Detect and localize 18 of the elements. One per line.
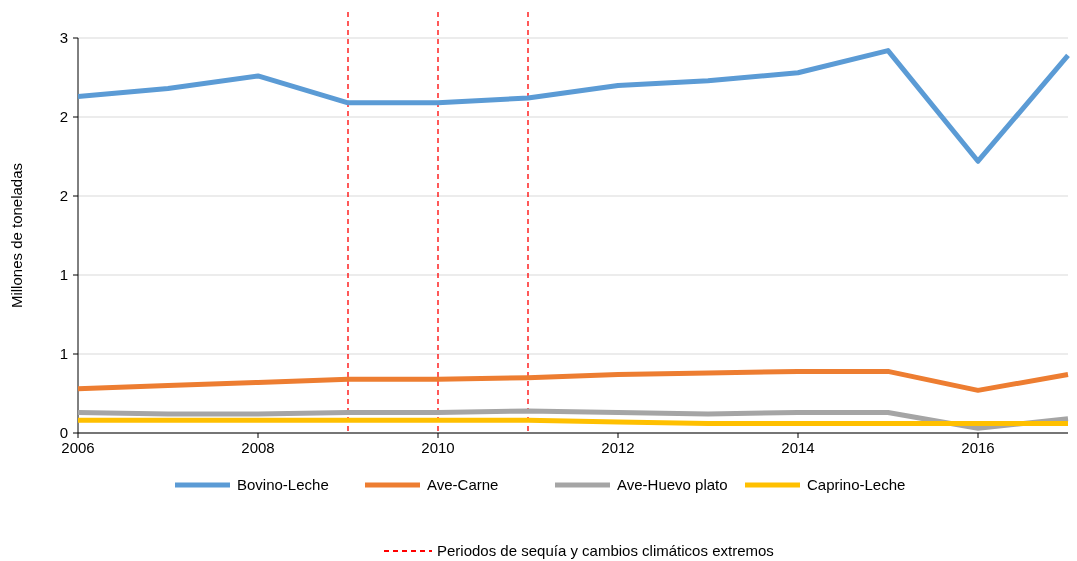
legend-label: Bovino-Leche [237,476,329,494]
legend-label: Periodos de sequía y cambios climáticos extremos [437,542,774,560]
y-tick-label: 3 [59,29,68,47]
y-tick-label: 1 [59,345,68,363]
legend-label: Caprino-Leche [807,476,906,494]
legend-label: Ave-Huevo plato [617,476,728,494]
x-tick-label: 2006 [61,439,95,456]
y-tick-label: 0 [59,424,68,442]
x-tick-label: 2014 [781,439,815,456]
legend-label: Ave-Carne [427,476,499,494]
y-tick-label: 2 [59,108,68,126]
x-tick-label: 2010 [421,439,455,456]
x-tick-label: 2008 [241,439,275,456]
x-tick-label: 2016 [961,439,995,456]
y-axis-title: Millones de toneladas [8,162,25,309]
y-tick-label: 2 [59,187,68,205]
x-tick-label: 2012 [601,439,635,456]
y-tick-label: 1 [59,266,68,284]
